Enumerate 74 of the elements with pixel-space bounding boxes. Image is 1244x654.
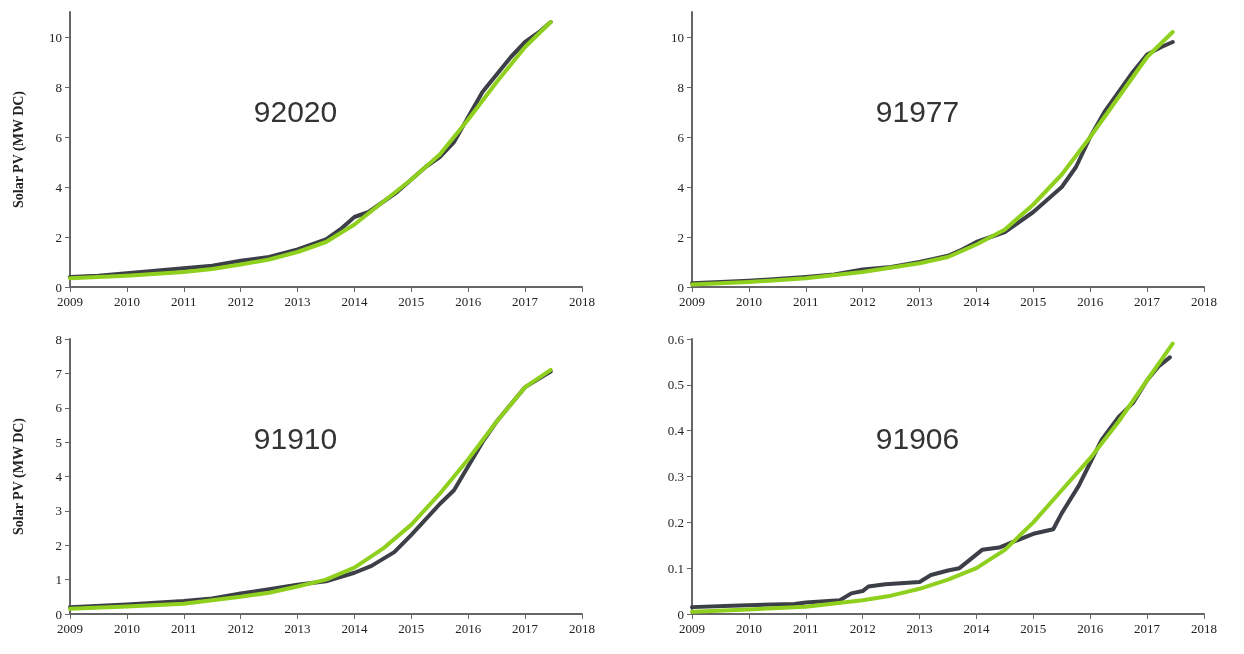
y-tick-label: 3 (55, 503, 62, 519)
y-tick-label: 10 (671, 29, 684, 45)
text: 92020 (253, 95, 338, 129)
y-tick-label: 0 (55, 606, 62, 622)
y-tick-label: 0.5 (667, 377, 684, 393)
y-tick-label: 0.2 (667, 514, 684, 530)
y-tick-label: 6 (55, 400, 63, 416)
y-tick-label: 0.6 (667, 331, 685, 347)
text: 91977 (875, 95, 960, 129)
x-tick-label: 2016 (455, 621, 482, 636)
x-tick-label: 2011 (793, 294, 819, 309)
y-tick-label: 6 (55, 129, 63, 145)
x-tick-label: 2013 (284, 294, 311, 309)
y-tick-label: 2 (55, 229, 62, 245)
x-tick-label: 2013 (284, 621, 311, 636)
y-tick-label: 2 (55, 537, 62, 553)
y-tick-label: 4 (55, 179, 63, 195)
x-tick-label: 2014 (341, 621, 368, 636)
x-tick-label: 2011 (171, 621, 197, 636)
y-tick-label: 1 (55, 572, 62, 588)
y-tick-label: 8 (677, 79, 684, 95)
y-tick-label: 0.4 (667, 423, 685, 439)
x-tick-label: 2013 (906, 621, 933, 636)
x-tick-label: 2010 (735, 621, 762, 636)
x-tick-label: 2017 (1134, 294, 1161, 309)
y-tick-label: 8 (55, 331, 62, 347)
x-tick-label: 2015 (398, 294, 425, 309)
x-tick-label: 2017 (512, 621, 539, 636)
x-tick-label: 2009 (57, 621, 83, 636)
y-tick-label: 4 (55, 469, 63, 484)
y-tick-label: 0.1 (667, 560, 684, 576)
y-tick-label: 4 (677, 179, 685, 195)
x-tick-label: 2009 (679, 621, 705, 636)
y-axis-title: Solar PV (MW DC) (10, 417, 27, 536)
x-tick-label: 2017 (1134, 621, 1161, 636)
y-tick-label: 0 (677, 606, 684, 622)
x-tick-label: 2016 (1077, 294, 1104, 309)
y-axis-title: Solar PV (MW DC) (10, 90, 27, 209)
x-tick-label: 2013 (906, 294, 933, 309)
x-tick-label: 2018 (569, 621, 595, 636)
x-tick-label: 2018 (1191, 621, 1217, 636)
x-tick-label: 2009 (679, 294, 705, 309)
text: 91910 (253, 422, 338, 456)
y-tick-label: 2 (677, 229, 684, 245)
x-tick-label: 2010 (113, 621, 140, 636)
y-tick-label: 0.3 (667, 469, 684, 484)
x-tick-label: 2009 (57, 294, 83, 309)
text: 91906 (875, 422, 960, 456)
x-tick-label: 2016 (1077, 621, 1104, 636)
x-tick-label: 2012 (849, 294, 876, 309)
y-tick-label: 0 (677, 279, 684, 295)
x-tick-label: 2018 (569, 294, 595, 309)
y-tick-label: 6 (677, 129, 685, 145)
y-tick-label: 7 (55, 365, 63, 381)
x-tick-label: 2015 (1020, 294, 1047, 309)
x-tick-label: 2018 (1191, 294, 1217, 309)
y-tick-label: 5 (55, 434, 62, 450)
x-tick-label: 2014 (963, 294, 990, 309)
x-tick-label: 2012 (227, 621, 254, 636)
x-tick-label: 2014 (963, 621, 990, 636)
y-tick-label: 0 (55, 279, 62, 295)
x-tick-label: 2014 (341, 294, 368, 309)
x-tick-label: 2015 (398, 621, 425, 636)
x-tick-label: 2011 (793, 621, 819, 636)
x-tick-label: 2010 (735, 294, 762, 309)
x-tick-label: 2016 (455, 294, 482, 309)
x-tick-label: 2010 (113, 294, 140, 309)
x-tick-label: 2011 (171, 294, 197, 309)
x-tick-label: 2012 (849, 621, 876, 636)
y-tick-label: 10 (49, 29, 62, 45)
x-tick-label: 2017 (512, 294, 539, 309)
x-tick-label: 2015 (1020, 621, 1047, 636)
y-tick-label: 8 (55, 79, 62, 95)
x-tick-label: 2012 (227, 294, 254, 309)
